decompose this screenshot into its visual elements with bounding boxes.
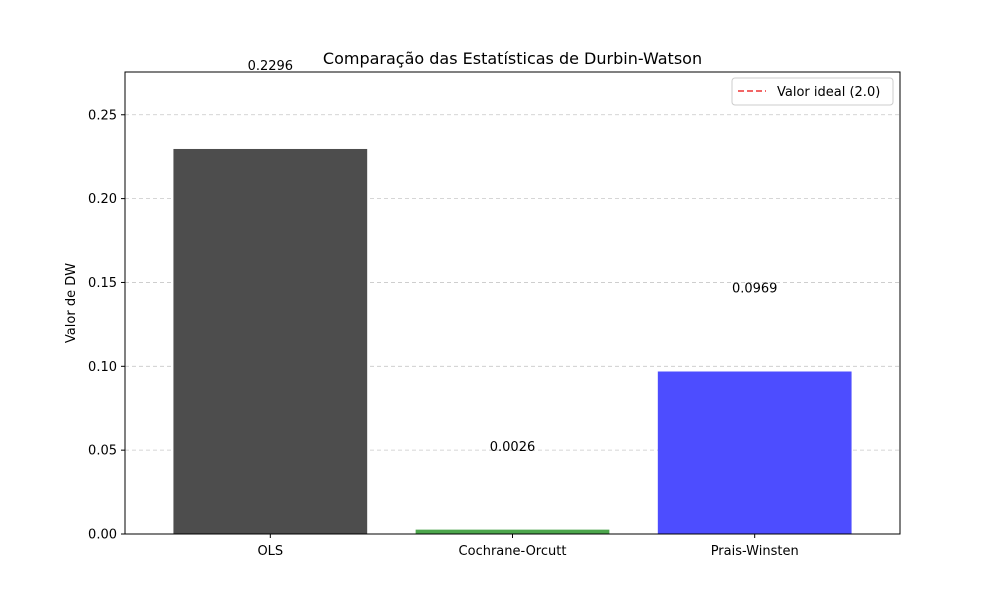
bars — [173, 148, 852, 534]
bar-cochrane-orcutt — [415, 529, 610, 534]
bar-value-label: 0.2296 — [248, 59, 294, 74]
y-tick-label: 0.05 — [88, 444, 117, 459]
y-tick-label: 0.25 — [88, 108, 117, 123]
y-tick-label: 0.00 — [88, 528, 117, 543]
x-tick-label: OLS — [257, 544, 283, 559]
chart-title: Comparação das Estatísticas de Durbin-Wa… — [323, 49, 702, 68]
x-axis-ticks: OLS Cochrane-Orcutt Prais-Winsten — [257, 534, 799, 559]
bar-prais-winsten — [657, 371, 852, 534]
bar-value-label: 0.0969 — [732, 282, 778, 297]
bar-ols — [173, 148, 368, 534]
y-axis-label: Valor de DW — [64, 263, 79, 343]
data-labels: 0.2296 0.0026 0.0969 — [248, 59, 778, 455]
bar-value-label: 0.0026 — [490, 440, 536, 455]
legend-label: Valor ideal (2.0) — [777, 85, 880, 100]
y-tick-label: 0.10 — [88, 360, 117, 375]
legend-box — [731, 77, 894, 106]
y-tick-label: 0.20 — [88, 192, 117, 207]
x-tick-label: Prais-Winsten — [711, 544, 799, 559]
legend: Valor ideal (2.0) — [731, 77, 894, 106]
x-tick-label: Cochrane-Orcutt — [459, 544, 567, 559]
y-tick-label: 0.15 — [88, 276, 117, 291]
y-axis-ticks: 0.00 0.05 0.10 0.15 0.20 0.25 — [88, 108, 125, 543]
